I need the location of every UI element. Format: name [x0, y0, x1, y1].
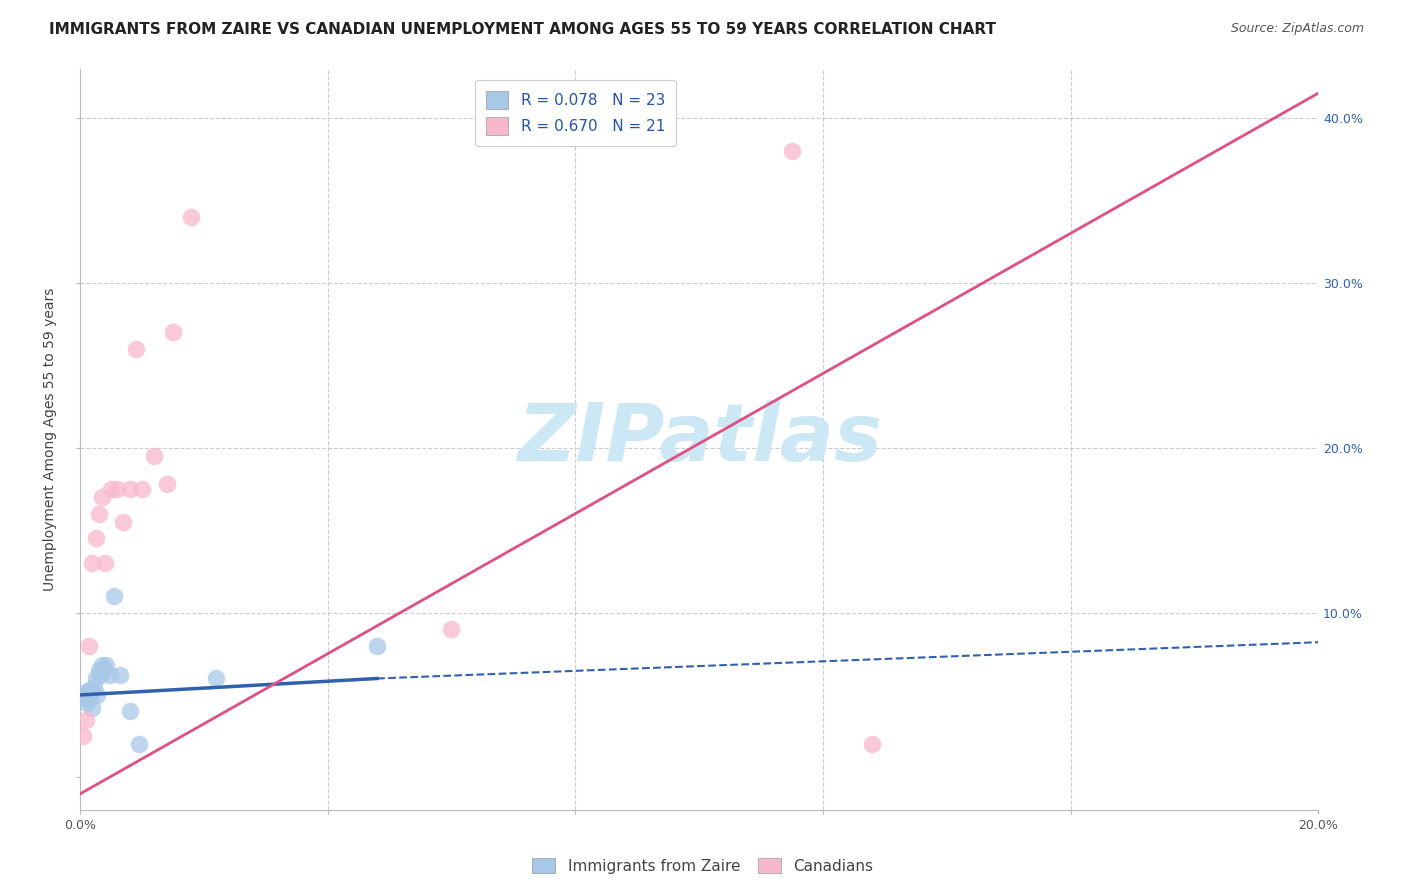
Point [105, 482, 128, 496]
Point [87, 663, 110, 677]
Point [75, 713, 97, 727]
Point [100, 482, 122, 496]
Point [366, 639, 388, 653]
Text: Source: ZipAtlas.com: Source: ZipAtlas.com [1230, 22, 1364, 36]
Point [75, 684, 97, 698]
Point [86, 688, 108, 702]
Point [780, 144, 803, 158]
Point [89, 668, 111, 682]
Point [94, 556, 117, 570]
Point [93, 663, 115, 677]
Point [72, 688, 94, 702]
Point [862, 738, 884, 752]
Point [73, 691, 96, 706]
Point [440, 622, 463, 636]
Point [205, 672, 228, 686]
Point [79, 691, 101, 706]
Text: IMMIGRANTS FROM ZAIRE VS CANADIAN UNEMPLOYMENT AMONG AGES 55 TO 59 YEARS CORRELA: IMMIGRANTS FROM ZAIRE VS CANADIAN UNEMPL… [49, 22, 997, 37]
Text: ZIPatlas: ZIPatlas [516, 401, 882, 478]
Point [82, 556, 104, 570]
Point [98, 668, 121, 682]
Point [90, 490, 112, 504]
Point [84, 532, 107, 546]
Point [72, 729, 94, 743]
Point [143, 449, 166, 463]
Point [76, 696, 98, 710]
Point [90, 658, 112, 673]
Point [131, 482, 153, 496]
Point [103, 589, 125, 603]
Point [128, 738, 150, 752]
Legend: R = 0.078   N = 23, R = 0.670   N = 21: R = 0.078 N = 23, R = 0.670 N = 21 [475, 80, 676, 146]
Point [180, 210, 202, 224]
Point [80, 684, 103, 698]
Y-axis label: Unemployment Among Ages 55 to 59 years: Unemployment Among Ages 55 to 59 years [44, 288, 58, 591]
Point [162, 326, 184, 340]
Point [83, 680, 105, 694]
Point [82, 701, 104, 715]
Point [87, 507, 110, 521]
Point [77, 683, 100, 698]
Point [118, 482, 141, 496]
Point [110, 668, 132, 682]
Point [79, 639, 101, 653]
Legend: Immigrants from Zaire, Canadians: Immigrants from Zaire, Canadians [526, 852, 880, 880]
Point [112, 515, 135, 529]
Point [84, 672, 107, 686]
Point [125, 342, 148, 356]
Point [94, 658, 117, 673]
Point [156, 477, 179, 491]
Point [118, 705, 141, 719]
